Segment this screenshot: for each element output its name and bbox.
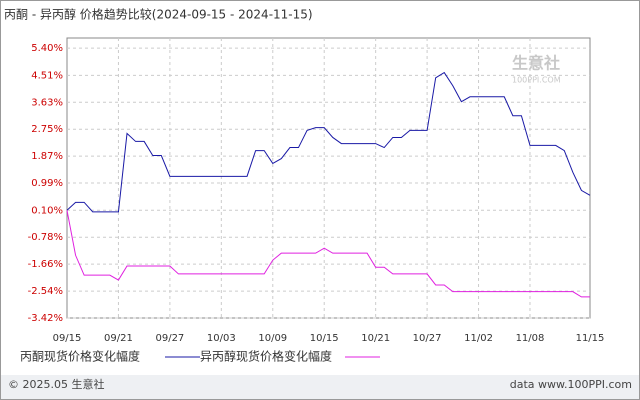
y-tick-label: 4.51% [31, 70, 63, 81]
watermark-name: 生意社 [512, 54, 560, 73]
y-tick-label: 1.87% [31, 151, 63, 162]
footer-bar [1, 375, 639, 399]
footer-left: © 2025.05 生意社 [8, 377, 104, 391]
y-tick-label: 5.40% [31, 43, 63, 54]
chart-title: 丙酮 - 异丙醇 价格趋势比较(2024-09-15 - 2024-11-15) [4, 7, 313, 22]
x-tick-label: 09/15 [53, 333, 82, 344]
y-tick-label: -3.42% [28, 313, 63, 324]
y-tick-label: 0.10% [31, 205, 63, 216]
x-tick-label: 10/09 [258, 333, 287, 344]
footer-right: data www.100PPI.com [510, 378, 632, 391]
x-tick-label: 09/27 [155, 333, 184, 344]
legend-label: 丙酮现货价格变化幅度 [20, 349, 140, 364]
y-tick-label: -0.78% [28, 232, 63, 243]
watermark-site: 100PPI.COM [512, 76, 561, 85]
x-tick-label: 09/21 [104, 333, 133, 344]
y-tick-label: 0.99% [31, 178, 63, 189]
y-tick-label: -1.66% [28, 259, 63, 270]
series-line [66, 210, 590, 298]
x-tick-label: 11/08 [516, 333, 545, 344]
x-tick-label: 10/21 [361, 333, 390, 344]
y-tick-label: 2.75% [31, 124, 63, 135]
x-tick-label: 10/27 [413, 333, 442, 344]
plot-frame [66, 37, 591, 319]
y-tick-label: -2.54% [28, 286, 63, 297]
legend-label: 异丙醇现货价格变化幅度 [200, 349, 332, 364]
x-tick-label: 11/15 [576, 333, 605, 344]
x-tick-label: 10/03 [207, 333, 236, 344]
series-line [66, 71, 591, 213]
y-tick-label: 3.63% [31, 97, 63, 108]
x-tick-label: 11/02 [464, 333, 493, 344]
x-tick-label: 10/15 [310, 333, 339, 344]
